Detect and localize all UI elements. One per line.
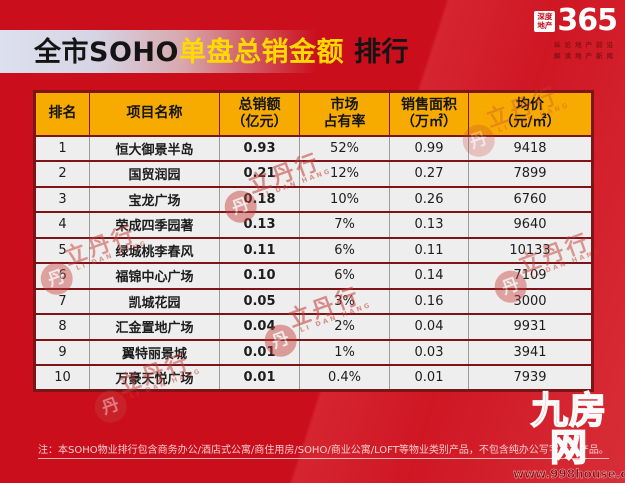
brand-number: 365	[557, 3, 618, 38]
table-row: 9 翼特丽景城 0.01 1% 0.03 3941	[34, 338, 593, 365]
share-cell: 6%	[299, 262, 390, 289]
brand-logo: 深度 地产 365 纵论地产前沿 解读地产新闻	[533, 3, 618, 62]
brand-badge-line1: 深度	[537, 11, 553, 21]
sales-cell: 0.05	[219, 287, 300, 314]
title-suffix: 排行	[353, 37, 409, 68]
site-name: 九房网	[530, 389, 607, 469]
stamp-seal-icon: 丹	[90, 386, 132, 428]
price-cell: 9931	[468, 313, 593, 340]
share-cell: 12%	[299, 160, 390, 187]
column-header-project: 项目名称	[89, 91, 220, 137]
project-name-cell: 恒大御景半岛	[89, 135, 220, 161]
area-cell: 0.26	[389, 185, 469, 212]
area-cell: 0.04	[389, 313, 469, 340]
table-row: 6 福锦中心广场 0.10 6% 0.14 7109	[34, 262, 593, 289]
price-cell: 10133	[468, 236, 593, 263]
price-cell: 7899	[468, 160, 593, 187]
rank-cell: 1	[34, 135, 90, 161]
rank-cell: 7	[34, 287, 90, 314]
column-header-area: 销售面积 （万㎡）	[389, 91, 469, 137]
rank-cell: 4	[34, 211, 90, 238]
project-name-cell: 凯城花园	[89, 287, 220, 314]
area-cell: 0.01	[389, 364, 469, 391]
sales-cell: 0.04	[219, 313, 300, 340]
project-name-cell: 汇金置地广场	[89, 313, 220, 340]
share-cell: 1%	[299, 338, 390, 365]
table-row: 4 荣成四季园著 0.13 7% 0.13 9640	[34, 211, 593, 238]
project-name-cell: 宝龙广场	[89, 185, 220, 212]
price-cell: 7939	[468, 364, 593, 391]
brand-tagline-line1: 纵论地产前沿	[554, 41, 617, 49]
rank-cell: 9	[34, 338, 90, 365]
site-watermark: 九房网 www.998house.com	[513, 389, 625, 481]
share-cell: 10%	[299, 185, 390, 212]
brand-badge-line2: 地产	[537, 21, 553, 31]
rank-cell: 8	[34, 313, 90, 340]
area-cell: 0.13	[389, 211, 469, 238]
project-name-cell: 绿城桃李春风	[89, 236, 220, 263]
table-row: 7 凯城花园 0.05 3% 0.16 3000	[34, 287, 593, 314]
column-header-rank: 排名	[34, 91, 90, 137]
table-row: 3 宝龙广场 0.18 10% 0.26 6760	[34, 185, 593, 212]
share-cell: 7%	[299, 211, 390, 238]
area-cell: 0.99	[389, 135, 469, 161]
column-header-price: 均价 （元/㎡）	[468, 91, 593, 137]
table-row: 5 绿城桃李春风 0.11 6% 0.11 10133	[34, 236, 593, 263]
price-cell: 9418	[468, 135, 593, 161]
project-name-cell: 荣成四季园著	[89, 211, 220, 238]
project-name-cell: 福锦中心广场	[89, 262, 220, 289]
sales-cell: 0.18	[219, 185, 300, 212]
ranking-table: 排名 项目名称 总销额 （亿元） 市场 占有率 销售面积 （万㎡） 均价 （元/㎡） 1…	[33, 90, 594, 392]
rank-cell: 5	[34, 236, 90, 263]
price-cell: 3000	[468, 287, 593, 314]
sales-cell: 0.01	[219, 338, 300, 365]
share-cell: 52%	[299, 135, 390, 161]
share-cell: 3%	[299, 287, 390, 314]
project-name-cell: 万豪天悦广场	[89, 364, 220, 391]
table-row: 10 万豪天悦广场 0.01 0.4% 0.01 7939	[34, 364, 593, 391]
rank-cell: 2	[34, 160, 90, 187]
price-cell: 9640	[468, 211, 593, 238]
title-highlight: 单盘总销金额	[178, 37, 344, 68]
title-band	[0, 30, 480, 73]
footer-note: 注：本SOHO物业排行包含商务办公/酒店式公寓/商住用房/SOHO/商业公寓/L…	[38, 444, 609, 459]
column-header-sales: 总销额 （亿元）	[219, 91, 300, 137]
sales-cell: 0.10	[219, 262, 300, 289]
brand-badge: 深度 地产	[534, 10, 556, 32]
project-name-cell: 国贸润园	[89, 160, 220, 187]
share-cell: 6%	[299, 236, 390, 263]
sales-cell: 0.01	[219, 364, 300, 391]
sales-cell: 0.11	[219, 236, 300, 263]
rank-cell: 6	[34, 262, 90, 289]
table-row: 8 汇金置地广场 0.04 2% 0.04 9931	[34, 313, 593, 340]
rank-cell: 3	[34, 185, 90, 212]
area-cell: 0.16	[389, 287, 469, 314]
project-name-cell: 翼特丽景城	[89, 338, 220, 365]
share-cell: 0.4%	[299, 364, 390, 391]
table-row: 1 恒大御景半岛 0.93 52% 0.99 9418	[34, 135, 593, 161]
area-cell: 0.27	[389, 160, 469, 187]
column-header-share: 市场 占有率	[299, 91, 390, 137]
price-cell: 3941	[468, 338, 593, 365]
share-cell: 2%	[299, 313, 390, 340]
price-cell: 6760	[468, 185, 593, 212]
brand-tagline-line2: 解读地产新闻	[554, 52, 617, 61]
table-header-row: 排名 项目名称 总销额 （亿元） 市场 占有率 销售面积 （万㎡） 均价 （元/㎡）	[34, 91, 593, 137]
sales-cell: 0.93	[219, 135, 300, 161]
sales-cell: 0.21	[219, 160, 300, 187]
area-cell: 0.11	[389, 236, 469, 263]
area-cell: 0.03	[389, 338, 469, 365]
price-cell: 7109	[468, 262, 593, 289]
page-title: 全市SOHO单盘总销金额 排行	[34, 31, 409, 74]
sales-cell: 0.13	[219, 211, 300, 238]
table-row: 2 国贸润园 0.21 12% 0.27 7899	[34, 160, 593, 187]
title-prefix: 全市SOHO	[34, 37, 179, 68]
area-cell: 0.14	[389, 262, 469, 289]
footer-note-text: 注：本SOHO物业排行包含商务办公/酒店式公寓/商住用房/SOHO/商业公寓/L…	[38, 445, 609, 459]
site-url: www.998house.com	[513, 467, 625, 481]
rank-cell: 10	[34, 364, 90, 391]
brand-tagline: 纵论地产前沿 解读地产新闻	[533, 40, 617, 62]
